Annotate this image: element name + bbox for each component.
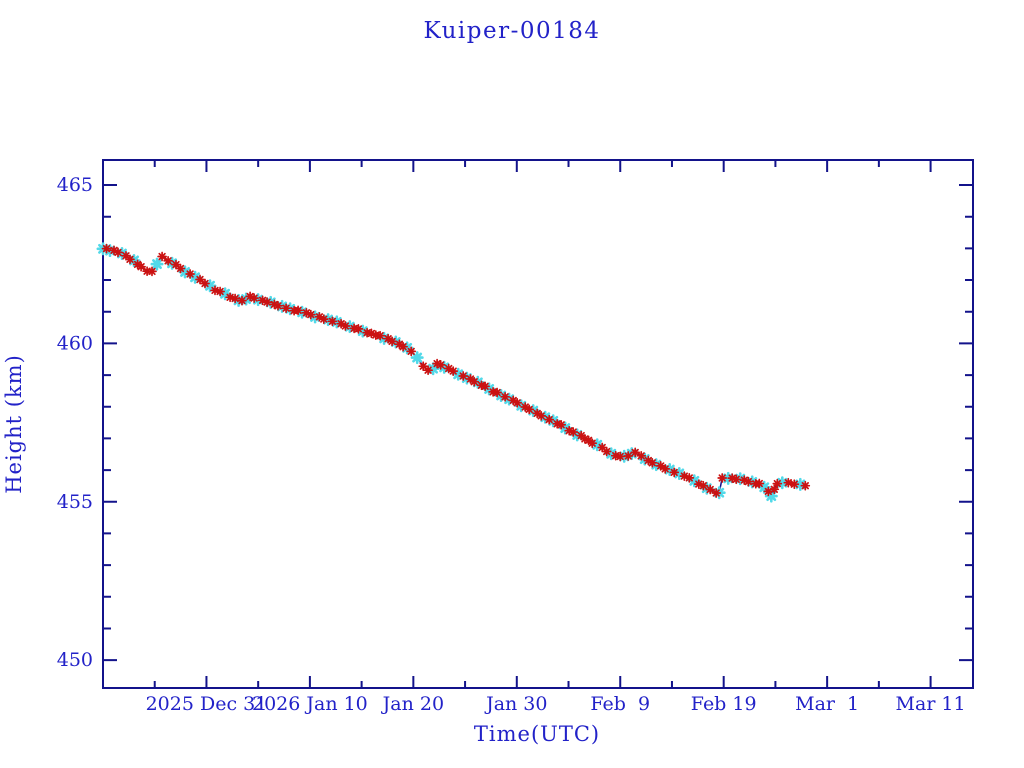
x-tick-label: Mar 11 (896, 693, 966, 715)
axis-box (102, 159, 974, 689)
axis-ticks (103, 160, 973, 688)
x-tick-label: Jan 30 (484, 693, 547, 715)
y-tick-label: 455 (57, 491, 93, 513)
chart-title: Kuiper-00184 (423, 18, 600, 44)
data-markers-red (101, 243, 811, 498)
y-axis-label: Height (km) (2, 354, 26, 494)
x-tick-label: Mar 1 (795, 693, 859, 715)
x-tick-label: 2025 Dec 31 (146, 693, 268, 715)
x-tick-label: Feb 9 (590, 693, 650, 715)
y-tick-label: 450 (57, 649, 93, 671)
y-tick-label: 465 (57, 174, 93, 196)
x-tick-label: 2026 Jan 10 (252, 693, 368, 715)
x-tick-label: Jan 20 (381, 693, 444, 715)
y-tick-label: 460 (57, 332, 93, 354)
x-axis-label: Time(UTC) (474, 722, 600, 746)
x-tick-label: Feb 19 (691, 693, 757, 715)
